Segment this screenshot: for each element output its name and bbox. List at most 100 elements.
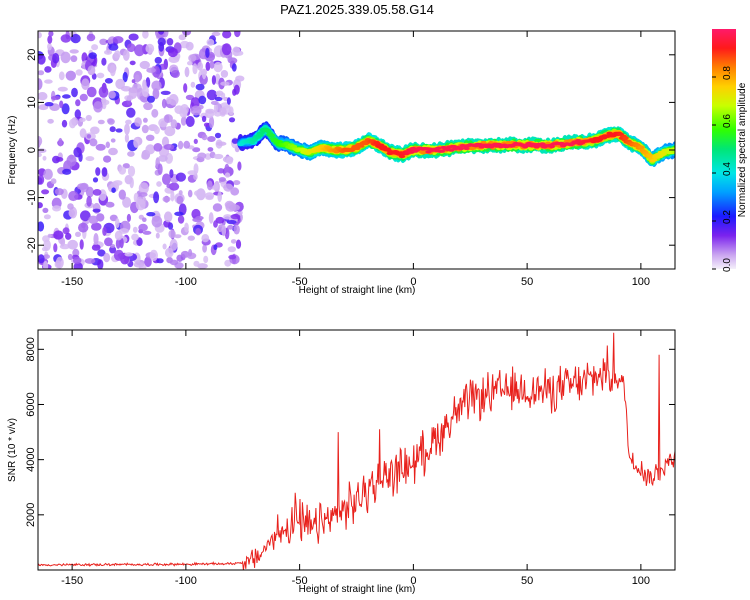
noise-blob [105, 201, 115, 208]
y-tick-label: 8000 [25, 337, 37, 361]
noise-blob [47, 35, 53, 44]
noise-blob [70, 55, 78, 63]
noise-blob [115, 218, 120, 229]
noise-blob [95, 167, 101, 176]
snr-series-line [38, 332, 675, 570]
noise-blob [124, 252, 133, 257]
noise-blob [193, 138, 198, 144]
spectrogram-x-label: Height of straight line (km) [299, 285, 416, 296]
noise-blob [182, 31, 192, 36]
noise-blob [69, 49, 79, 54]
noise-blob [38, 70, 45, 76]
noise-blob [180, 116, 187, 126]
noise-blob [127, 165, 136, 177]
noise-blob [62, 168, 72, 175]
ridge-blob [438, 149, 445, 153]
noise-blob [43, 254, 50, 259]
noise-blob [213, 153, 224, 160]
noise-blob [41, 246, 48, 252]
noise-blob [113, 249, 124, 261]
noise-blob [108, 90, 116, 99]
noise-blob [201, 115, 207, 123]
noise-blob [109, 64, 116, 77]
noise-blob [169, 169, 174, 179]
noise-blob [42, 235, 50, 243]
noise-blob [88, 215, 99, 224]
noise-blob [60, 51, 71, 64]
noise-blob [157, 163, 163, 175]
noise-blob [138, 192, 148, 197]
noise-blob [203, 122, 210, 128]
noise-blob [161, 98, 167, 109]
noise-blob [213, 61, 223, 73]
noise-blob [38, 202, 43, 209]
noise-blob [73, 147, 82, 158]
noise-blob [185, 41, 194, 51]
noise-blob [170, 190, 175, 202]
noise-blob [126, 213, 131, 222]
y-tick-label: 10 [26, 96, 38, 108]
noise-blob [213, 220, 218, 228]
ridge-blob [548, 145, 555, 149]
noise-blob [97, 119, 105, 125]
noise-blob [163, 114, 173, 123]
noise-blob [47, 43, 52, 51]
noise-blob [59, 243, 71, 250]
noise-blob [145, 43, 155, 54]
noise-blob [219, 107, 227, 116]
noise-blob [208, 212, 214, 224]
noise-blob [217, 168, 225, 174]
colorbar-tick-label: 0.6 [722, 114, 733, 128]
noise-blob [115, 238, 121, 249]
noise-blob [138, 182, 149, 195]
noise-blob [105, 141, 111, 149]
x-tick-label: -150 [61, 276, 83, 288]
x-tick-label: 50 [521, 575, 533, 587]
noise-blob [169, 238, 178, 251]
x-tick-label: -150 [61, 575, 83, 587]
noise-blob [174, 211, 184, 216]
noise-blob [147, 95, 155, 103]
noise-blob [162, 173, 171, 185]
noise-blob [178, 34, 186, 41]
noise-blob [151, 80, 162, 91]
y-tick-label: 2000 [25, 503, 37, 527]
noise-blob [216, 141, 227, 146]
noise-blob [151, 108, 159, 118]
x-tick-label: 50 [521, 276, 533, 288]
noise-blob [84, 258, 96, 264]
noise-blob [235, 239, 242, 249]
noise-blob [149, 249, 158, 261]
noise-blob [38, 92, 48, 101]
noise-blob [192, 63, 198, 75]
noise-blob [38, 135, 43, 147]
y-tick-label: 0 [26, 147, 38, 153]
noise-blob [168, 94, 179, 106]
noise-blob [122, 163, 130, 169]
noise-blob [134, 44, 145, 57]
noise-blob [197, 61, 204, 71]
noise-blob [209, 60, 215, 69]
noise-blob [176, 195, 184, 205]
noise-blob [195, 83, 205, 91]
noise-blob [145, 77, 151, 88]
ridge-blob [257, 133, 264, 137]
colorbar-label: Normalized spectral amplitude [737, 82, 748, 217]
noise-blob [86, 134, 92, 139]
noise-blob [61, 103, 70, 115]
noise-blob [90, 126, 100, 135]
noise-blob [154, 56, 162, 64]
noise-blob [227, 224, 234, 230]
noise-blob [163, 144, 175, 150]
noise-blob [225, 156, 234, 165]
noise-blob [75, 99, 81, 107]
noise-blob [127, 151, 135, 157]
noise-blob [101, 97, 107, 104]
noise-blob [57, 86, 68, 92]
noise-blob [206, 38, 215, 46]
noise-blob [79, 128, 87, 139]
noise-blob [192, 147, 201, 153]
noise-blob [224, 163, 230, 173]
snr-frame [37, 329, 676, 571]
